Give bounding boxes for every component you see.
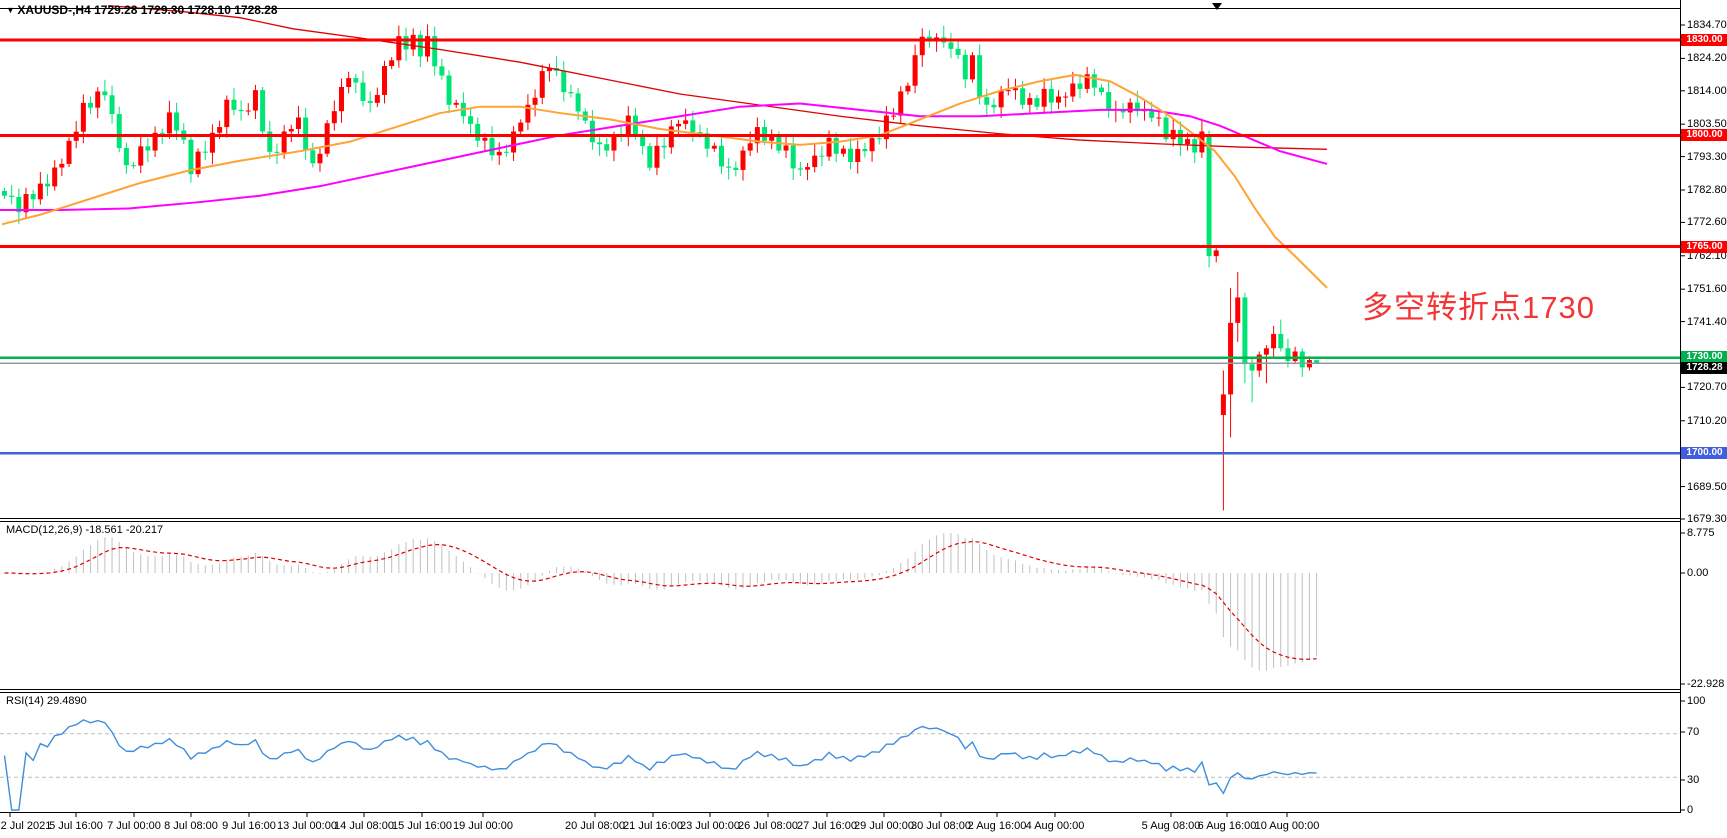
rsi-indicator-label: RSI(14) 29.4890 (6, 695, 87, 707)
time-tick-label: 30 Jul 08:00 (911, 820, 971, 832)
rsi-tick-label: 70 (1687, 726, 1700, 738)
symbol-ohlc-readout: ▼ XAUUSD-,H4 1729.28 1729.30 1728.10 172… (6, 3, 278, 17)
price-badge-1765-00: 1765.00 (1681, 240, 1727, 253)
macd-tick-label: 8.775 (1687, 527, 1715, 539)
macd-tick-label: 0.00 (1687, 567, 1709, 579)
price-badge-1730-00: 1730.00 (1681, 350, 1727, 363)
price-badge-1830-00: 1830.00 (1681, 33, 1727, 46)
time-tick-label: 8 Jul 08:00 (164, 820, 218, 832)
price-tick-label: 1793.30 (1687, 150, 1727, 163)
price-tick-label: 1782.80 (1687, 183, 1727, 196)
time-tick-label: 6 Aug 16:00 (1197, 820, 1257, 832)
symbol-dropdown-icon[interactable]: ▼ (6, 5, 18, 15)
time-tick-label: 27 Jul 16:00 (797, 820, 857, 832)
time-tick-label: 23 Jul 00:00 (680, 820, 740, 832)
time-tick-label: 20 Jul 08:00 (565, 820, 625, 832)
annotation-text[interactable]: 多空转折点1730 (1362, 290, 1595, 325)
macd-tick-label: -22.928 (1687, 678, 1725, 690)
time-tick-label: 2 Aug 16:00 (967, 820, 1027, 832)
rsi-tick-label: 100 (1687, 695, 1706, 707)
price-tick-label: 1689.50 (1687, 480, 1727, 493)
time-tick-label: 5 Jul 16:00 (49, 820, 103, 832)
chart-shift-marker[interactable] (1212, 3, 1222, 10)
time-tick-label: 4 Aug 00:00 (1025, 820, 1085, 832)
time-tick-label: 9 Jul 16:00 (222, 820, 276, 832)
macd-indicator-label: MACD(12,26,9) -18.561 -20.217 (6, 524, 164, 536)
price-badge-1700-00: 1700.00 (1681, 447, 1727, 460)
price-tick-label: 1679.30 (1687, 513, 1727, 525)
rsi-tick-label: 0 (1687, 804, 1694, 816)
price-tick-label: 1834.70 (1687, 19, 1727, 31)
time-tick-label: 19 Jul 00:00 (453, 820, 513, 832)
rsi-tick-label: 30 (1687, 774, 1700, 786)
time-tick-label: 21 Jul 16:00 (623, 820, 683, 832)
price-tick-label: 1772.60 (1687, 216, 1727, 229)
time-tick-label: 5 Aug 08:00 (1141, 820, 1201, 832)
time-tick-label: 26 Jul 08:00 (738, 820, 798, 832)
price-tick-label: 1720.70 (1687, 381, 1727, 394)
price-tick-label: 1710.20 (1687, 414, 1727, 427)
price-badge-1800-00: 1800.00 (1681, 129, 1727, 142)
time-tick-label: 7 Jul 00:00 (107, 820, 161, 832)
time-tick-label: 10 Aug 00:00 (1254, 820, 1320, 832)
price-tick-label: 1814.00 (1687, 84, 1727, 97)
symbol-ohlc-text: XAUUSD-,H4 1729.28 1729.30 1728.10 1728.… (17, 3, 278, 17)
time-tick-label: 29 Jul 00:00 (854, 820, 914, 832)
time-tick-label: 2 Jul 2021 (0, 820, 52, 832)
price-tick-label: 1751.60 (1687, 283, 1727, 296)
time-tick-label: 13 Jul 00:00 (277, 820, 337, 832)
time-tick-label: 15 Jul 16:00 (392, 820, 452, 832)
time-tick-label: 14 Jul 08:00 (334, 820, 394, 832)
price-badge-1728-28: 1728.28 (1681, 362, 1727, 375)
price-tick-label: 1803.50 (1687, 118, 1727, 131)
price-tick-label: 1824.20 (1687, 52, 1727, 65)
price-tick-label: 1741.40 (1687, 315, 1727, 328)
price-tick-label: 1762.10 (1687, 249, 1727, 262)
